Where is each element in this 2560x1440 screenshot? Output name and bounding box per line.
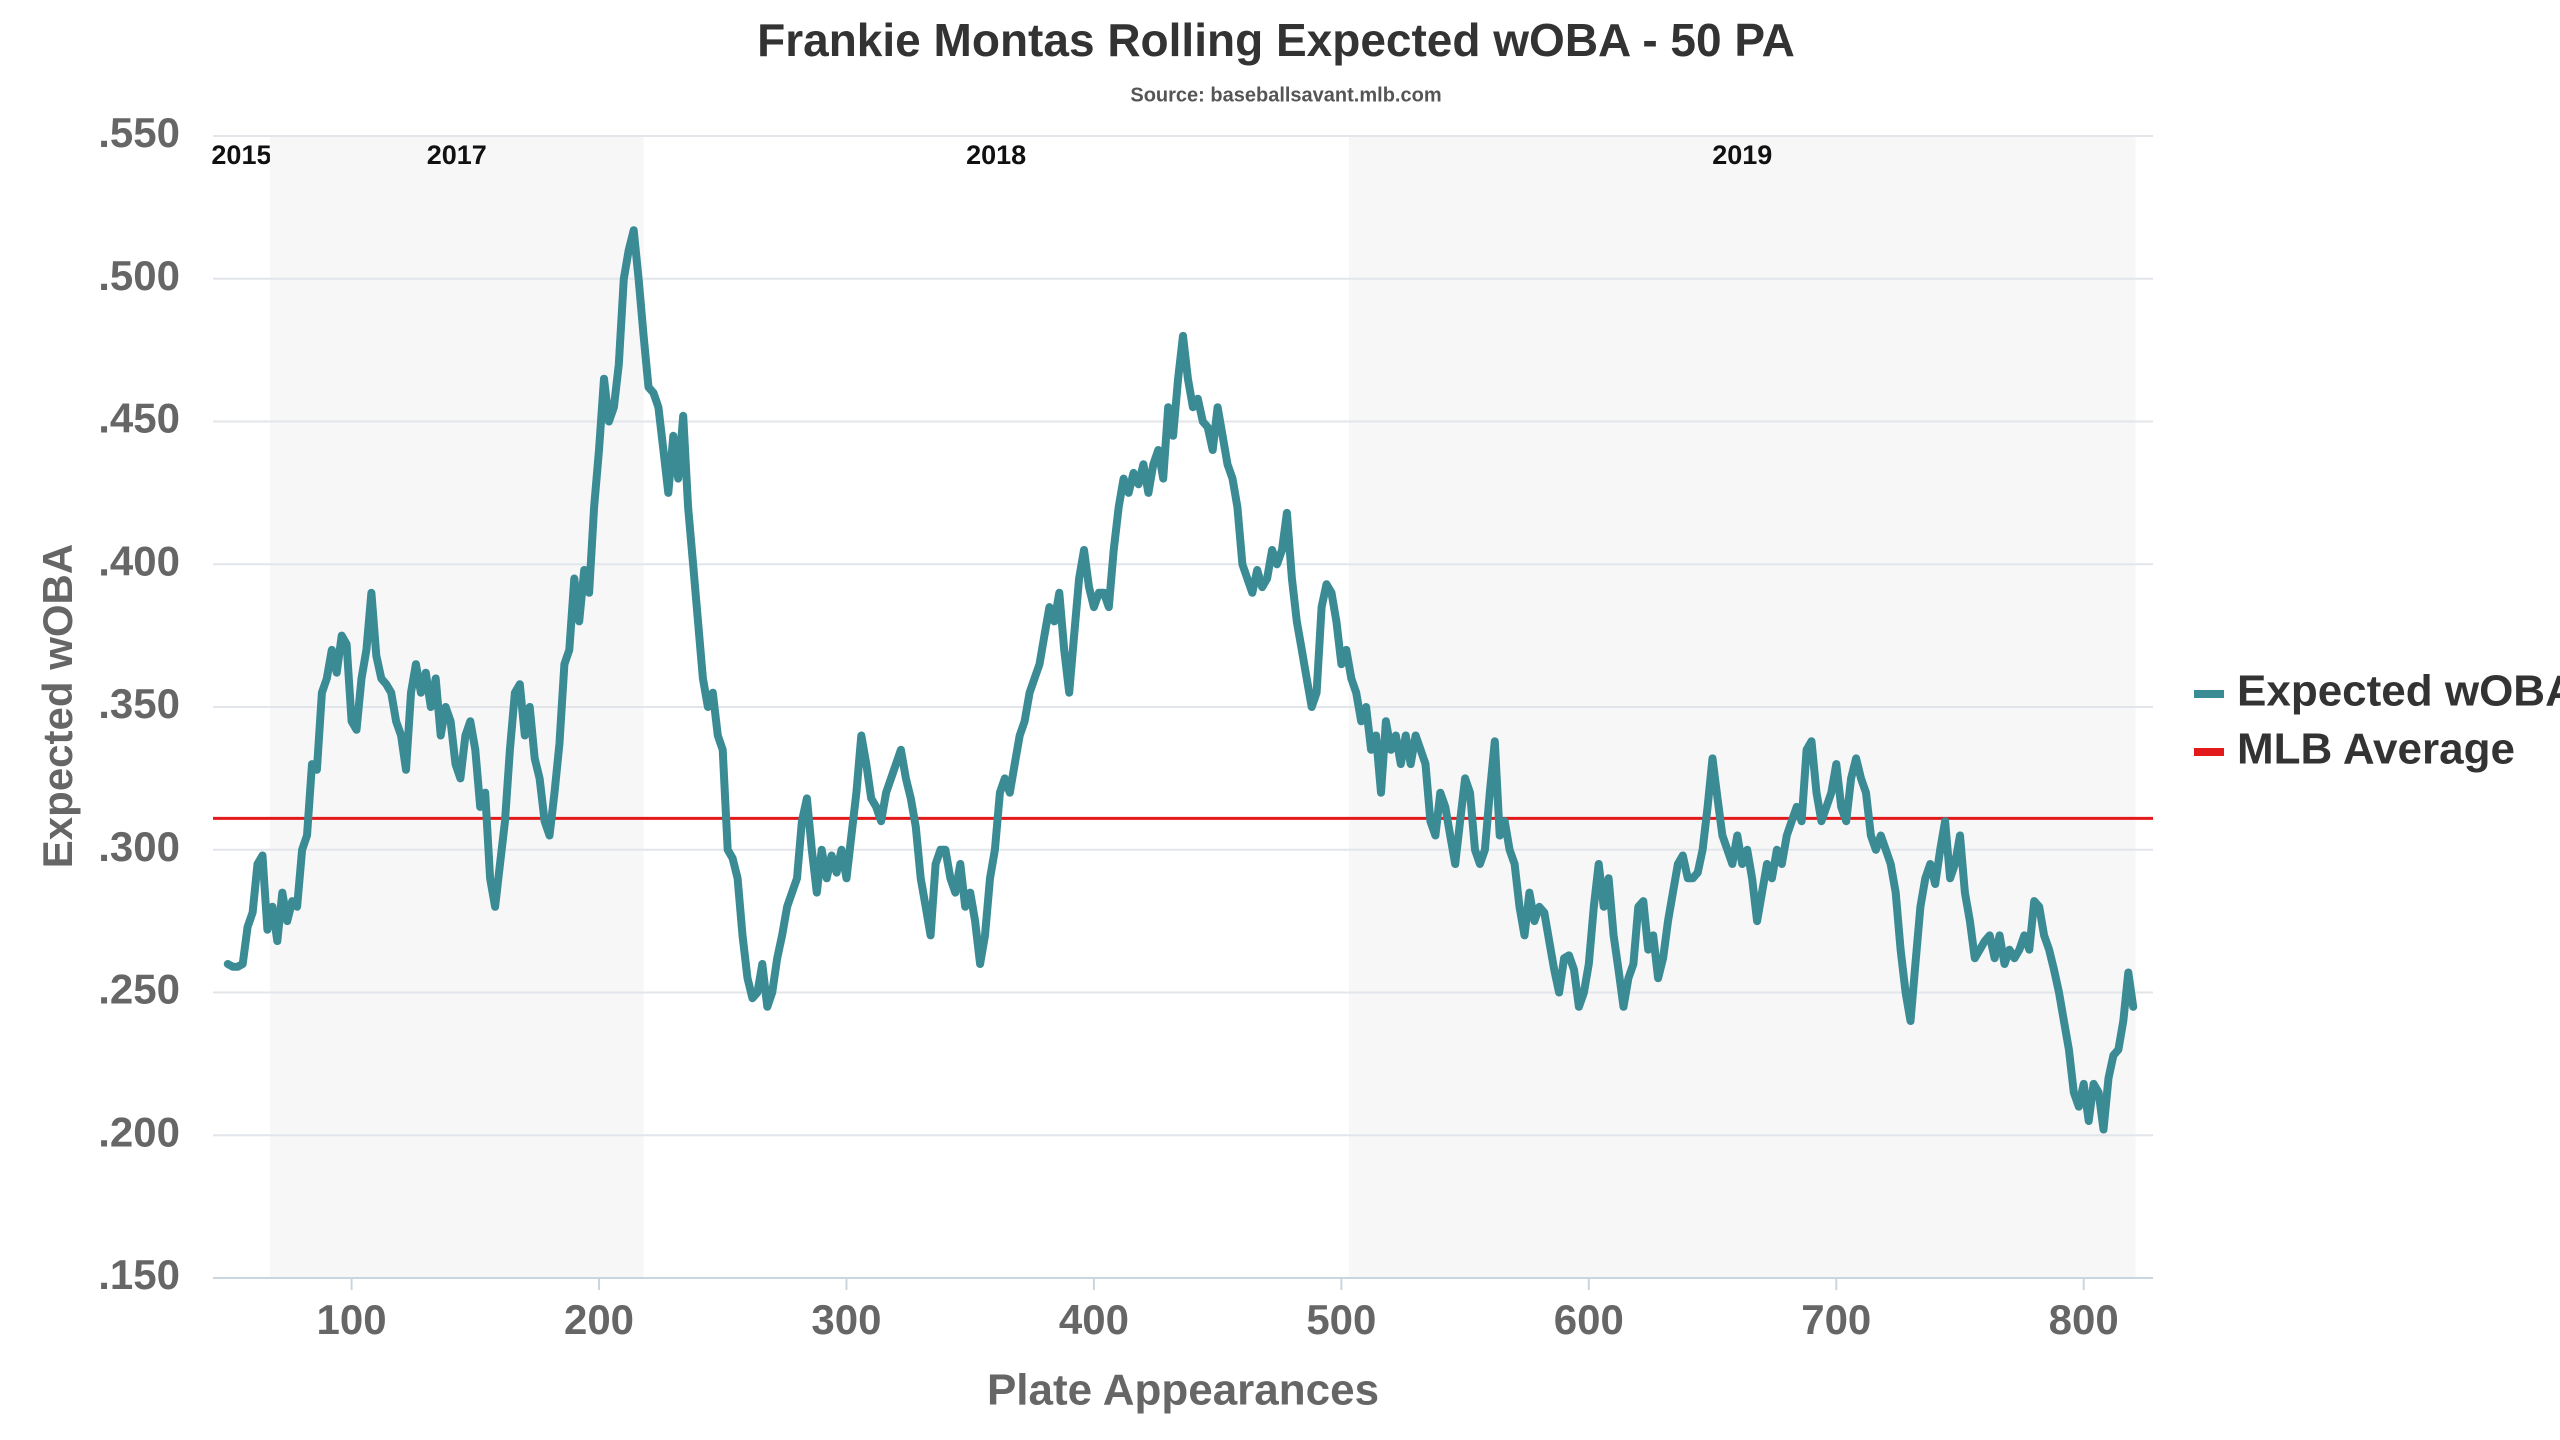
x-tick-label: 100 <box>317 1296 387 1343</box>
x-tick-label: 300 <box>811 1296 881 1343</box>
y-tick-label: .350 <box>98 680 180 727</box>
y-tick-label: .300 <box>98 823 180 870</box>
y-tick-label: .450 <box>98 395 180 442</box>
period-label: 2019 <box>1712 140 1772 170</box>
x-axis-label: Plate Appearances <box>987 1366 1379 1415</box>
x-tick-label: 700 <box>1801 1296 1871 1343</box>
x-tick-label: 800 <box>2049 1296 2119 1343</box>
x-tick-label: 600 <box>1554 1296 1624 1343</box>
chart-title: Frankie Montas Rolling Expected wOBA - 5… <box>757 14 1795 66</box>
x-tick-label: 400 <box>1059 1296 1129 1343</box>
period-label: 2018 <box>966 140 1026 170</box>
series-line <box>223 226 2138 1134</box>
y-axis-label: Expected wOBA <box>34 544 81 868</box>
x-tick-label: 500 <box>1306 1296 1376 1343</box>
legend-label: MLB Average <box>2237 725 2515 774</box>
y-tick-label: .200 <box>98 1108 180 1155</box>
period-label: 2017 <box>427 140 487 170</box>
chart-subtitle: Source: baseballsavant.mlb.com <box>1130 84 1441 106</box>
period-label: 2015 <box>211 140 271 170</box>
y-tick-label: .150 <box>98 1251 180 1298</box>
y-tick-label: .500 <box>98 252 180 299</box>
x-tick-label: 200 <box>564 1296 634 1343</box>
y-tick-label: .250 <box>98 966 180 1013</box>
y-tick-label: .550 <box>98 109 180 156</box>
y-tick-label: .400 <box>98 537 180 584</box>
legend-label: Expected wOBA <box>2237 667 2560 716</box>
